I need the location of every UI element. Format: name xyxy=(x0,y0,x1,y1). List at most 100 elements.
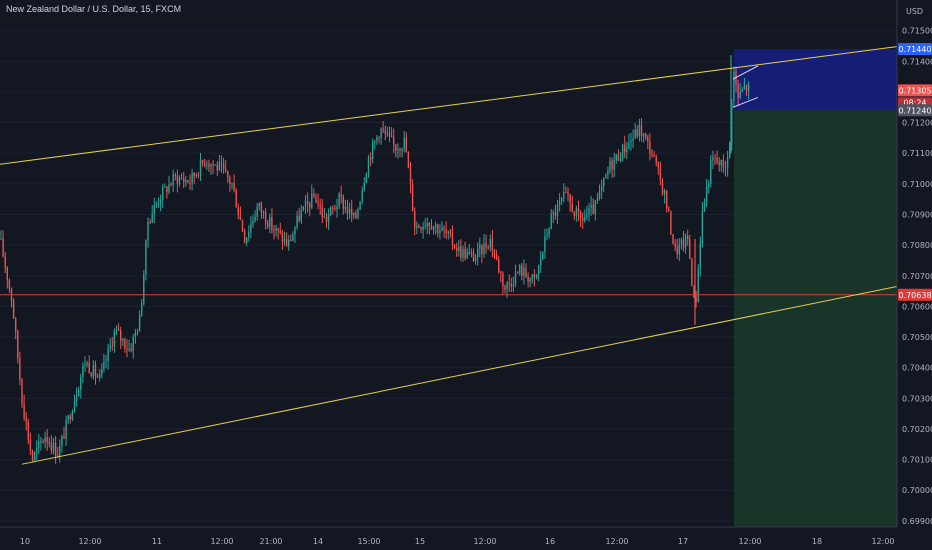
candle-body xyxy=(296,215,298,228)
candle-body xyxy=(388,132,391,136)
candle-body xyxy=(187,180,189,183)
candle-body xyxy=(315,197,317,203)
candle-body xyxy=(663,190,666,195)
candle-body xyxy=(588,207,590,215)
target-price-tag-bg xyxy=(898,43,932,56)
x-tick-label: 11 xyxy=(152,537,162,546)
candle-body xyxy=(143,274,145,304)
candle-body xyxy=(684,235,687,248)
candle-body xyxy=(52,442,55,451)
candle-body xyxy=(590,204,592,208)
candle-body xyxy=(449,231,452,233)
candle-body xyxy=(365,173,368,183)
candle-body xyxy=(661,180,664,195)
candle-body xyxy=(615,154,617,160)
candle-body xyxy=(691,258,693,287)
candle-body xyxy=(82,365,84,378)
candle-body xyxy=(729,142,731,158)
candle-body xyxy=(176,175,179,184)
candle-body xyxy=(193,172,195,177)
candle-body xyxy=(472,252,475,261)
candle-body xyxy=(474,257,477,261)
candle-body xyxy=(126,348,128,350)
candle-body xyxy=(447,231,449,234)
candle-body xyxy=(479,244,481,249)
candle-body xyxy=(407,152,410,168)
candle-body xyxy=(481,244,483,255)
candle-body xyxy=(69,415,71,420)
candle-body xyxy=(493,250,496,255)
candle-body xyxy=(33,452,36,461)
lower-trendline xyxy=(21,285,898,465)
candle-body xyxy=(384,130,386,134)
candle-body xyxy=(246,237,248,243)
candle-body xyxy=(38,441,40,448)
candle-body xyxy=(577,208,580,212)
candle-body xyxy=(239,214,242,220)
candle-body xyxy=(437,224,439,233)
candle-body xyxy=(579,211,582,219)
candle-body xyxy=(462,249,464,258)
candle-body xyxy=(29,440,32,452)
candle-body xyxy=(218,162,221,171)
candle-body xyxy=(726,157,729,168)
candle-body xyxy=(714,157,716,159)
candle-body xyxy=(73,401,76,412)
candle-body xyxy=(172,174,174,186)
candle-body xyxy=(42,441,44,443)
candle-body xyxy=(149,221,151,223)
candle-body xyxy=(445,229,447,234)
candle-body xyxy=(556,204,559,216)
candle-body xyxy=(598,190,601,199)
candle-body xyxy=(535,274,538,278)
candle-body xyxy=(697,268,699,302)
candle-body xyxy=(395,144,397,151)
candle-body xyxy=(204,162,206,166)
candle-body xyxy=(311,193,313,208)
candle-body xyxy=(638,124,641,137)
candle-body xyxy=(254,216,256,221)
candle-body xyxy=(61,436,63,446)
candle-body xyxy=(600,185,603,191)
candle-body xyxy=(283,239,286,243)
candle-body xyxy=(120,330,122,341)
candle-body xyxy=(519,265,521,273)
candle-body xyxy=(351,208,353,216)
candle-body xyxy=(468,251,470,253)
candle-body xyxy=(670,211,672,235)
candle-body xyxy=(418,225,420,228)
candle-body xyxy=(281,232,284,243)
candle-body xyxy=(495,254,498,259)
candle-body xyxy=(441,227,443,232)
candle-body xyxy=(546,235,548,237)
candle-body xyxy=(317,202,319,205)
candle-body xyxy=(550,214,552,229)
x-tick-label: 12:00 xyxy=(605,537,628,546)
flag-upper-line xyxy=(732,65,759,80)
y-tick-label: 0.69900 xyxy=(902,517,932,526)
candle-body xyxy=(241,219,244,232)
candle-body xyxy=(399,149,401,151)
candle-body xyxy=(619,159,622,161)
candle-body xyxy=(340,194,342,198)
candle-body xyxy=(220,162,223,165)
candle-body xyxy=(428,222,431,227)
candle-body xyxy=(699,243,701,269)
candle-body xyxy=(470,251,473,253)
candle-body xyxy=(323,217,326,219)
candle-body xyxy=(386,132,389,134)
symbol-title: New Zealand Dollar / U.S. Dollar, 15, FX… xyxy=(6,4,182,14)
candle-body xyxy=(111,345,113,347)
candle-body xyxy=(46,437,48,443)
x-tick-label: 12:00 xyxy=(210,537,233,546)
candle-body xyxy=(703,203,706,211)
candle-body xyxy=(342,197,344,209)
candle-body xyxy=(327,215,330,222)
y-tick-label: 0.70400 xyxy=(902,364,932,373)
candle-body xyxy=(678,244,680,254)
candle-body xyxy=(319,204,321,207)
candle-body xyxy=(502,273,504,286)
candle-body xyxy=(724,166,727,168)
candle-body xyxy=(86,362,88,365)
